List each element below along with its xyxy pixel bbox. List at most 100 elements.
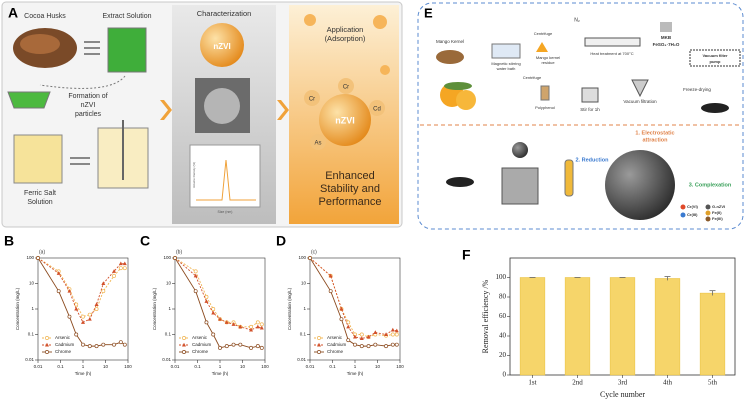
series-line bbox=[37, 257, 125, 318]
x-tick-label: 10 bbox=[103, 364, 109, 369]
data-point bbox=[56, 271, 61, 275]
panel-a-text: Ferric Salt bbox=[24, 190, 56, 197]
x-tick-label: 5th bbox=[708, 379, 717, 387]
panel-e-text: pump bbox=[710, 59, 721, 64]
panel-e-text: Centrifuge bbox=[534, 31, 553, 36]
data-point bbox=[74, 306, 79, 311]
panel-a-text: As bbox=[314, 141, 321, 147]
data-point bbox=[101, 342, 106, 347]
data-point bbox=[112, 273, 117, 278]
series-line bbox=[309, 257, 397, 338]
panel-a-text: Size (nm) bbox=[218, 210, 233, 214]
x-tick-label: 10 bbox=[240, 364, 246, 369]
legend-marker bbox=[317, 342, 321, 347]
y-tick-label: 40 bbox=[499, 332, 507, 340]
x-tick-label: 0.01 bbox=[306, 364, 315, 369]
panel-a-text: Cr bbox=[343, 85, 349, 91]
panel-e-text: Fe(II) bbox=[712, 210, 722, 215]
data-point bbox=[353, 342, 357, 347]
legend-label: Chrome bbox=[55, 349, 72, 354]
y-tick-label: 1 bbox=[168, 306, 171, 311]
panel-a-text: (Adsorption) bbox=[325, 34, 366, 43]
bar bbox=[609, 277, 636, 376]
y-tick-label: 0 bbox=[503, 371, 507, 379]
data-point bbox=[67, 314, 72, 319]
legend-marker bbox=[45, 350, 49, 354]
panel-a-text: Solution bbox=[27, 199, 52, 206]
panel-label: F bbox=[462, 247, 471, 263]
legend-marker bbox=[45, 342, 49, 347]
panel-a-text: Stability and bbox=[320, 183, 380, 195]
data-point bbox=[366, 334, 371, 339]
data-point bbox=[211, 310, 216, 315]
data-point bbox=[87, 344, 92, 349]
bar bbox=[699, 292, 726, 376]
data-point bbox=[394, 328, 399, 333]
data-point bbox=[390, 342, 395, 347]
subtitle: (b) bbox=[176, 249, 182, 255]
data-point bbox=[112, 269, 117, 273]
y-axis-label: Concentration (mg/L) bbox=[15, 287, 20, 330]
panel-e-text: Stir for 1h bbox=[580, 107, 600, 112]
data-point bbox=[353, 334, 357, 339]
data-point bbox=[204, 320, 209, 325]
y-tick-label: 1 bbox=[31, 306, 34, 311]
data-point bbox=[255, 344, 260, 349]
panel-e-text: attraction bbox=[642, 137, 668, 143]
legend-marker bbox=[45, 336, 49, 340]
data-point bbox=[101, 289, 106, 294]
panel-a-text: Cr bbox=[309, 97, 315, 103]
legend-label: Chrome bbox=[327, 349, 344, 354]
data-point bbox=[390, 332, 395, 337]
data-point bbox=[81, 314, 85, 319]
data-point bbox=[231, 342, 236, 347]
data-point bbox=[101, 281, 106, 285]
data-point bbox=[211, 332, 216, 337]
data-point bbox=[94, 307, 99, 311]
panel-label: D bbox=[276, 233, 286, 249]
x-tick-label: 100 bbox=[396, 364, 404, 369]
y-tick-label: 20 bbox=[499, 351, 507, 359]
y-tick-label: 100 bbox=[26, 255, 34, 260]
x-tick-label: 1st bbox=[528, 379, 536, 387]
data-point bbox=[238, 324, 243, 329]
panel-a-text: Volume Density (%) bbox=[192, 162, 196, 188]
panel-a-text: Extract Solution bbox=[102, 13, 151, 20]
legend-label: Cadmium bbox=[192, 342, 212, 347]
x-tick-label: 4th bbox=[663, 379, 672, 387]
data-point bbox=[346, 320, 351, 325]
panel-e-text: Centrifuge bbox=[523, 75, 542, 80]
panel-a-text: A bbox=[8, 5, 18, 21]
data-point bbox=[193, 289, 198, 294]
y-tick-label: 0.01 bbox=[162, 357, 171, 362]
panel-e-text: MKB bbox=[661, 35, 672, 40]
plot-frame bbox=[174, 257, 266, 361]
x-tick-label: 3rd bbox=[618, 379, 628, 387]
panel-e-text: G-nZVI bbox=[712, 204, 725, 209]
series-line bbox=[309, 257, 397, 347]
panel-e-text: FeSO₄·7H₂O bbox=[653, 42, 680, 47]
data-point bbox=[94, 344, 99, 349]
data-point bbox=[249, 327, 254, 332]
data-point bbox=[373, 330, 378, 334]
panel-e-text: water bath bbox=[497, 66, 516, 71]
data-point bbox=[359, 336, 364, 340]
y-tick-label: 80 bbox=[499, 293, 507, 301]
panel-a-text: Cocoa Husks bbox=[24, 13, 66, 20]
data-point bbox=[67, 288, 72, 293]
legend-marker bbox=[182, 342, 186, 347]
panel-a-text: nZVI bbox=[335, 115, 355, 125]
bar bbox=[519, 277, 546, 376]
x-tick-label: 1 bbox=[354, 364, 357, 369]
panel-a-text: Application bbox=[327, 25, 364, 34]
panel-e-text: Cr(VI) bbox=[687, 204, 699, 209]
x-axis-label: Cycle number bbox=[600, 390, 645, 399]
data-point bbox=[308, 256, 312, 260]
data-point bbox=[384, 332, 389, 336]
data-point bbox=[366, 344, 371, 349]
legend-marker bbox=[317, 336, 321, 340]
data-point bbox=[218, 345, 222, 350]
series-line bbox=[37, 257, 125, 323]
data-point bbox=[346, 324, 351, 329]
y-tick-label: 1 bbox=[303, 306, 306, 311]
